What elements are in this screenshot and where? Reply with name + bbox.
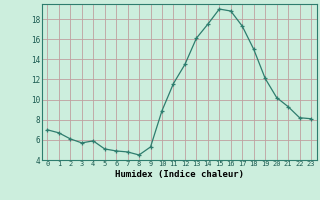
X-axis label: Humidex (Indice chaleur): Humidex (Indice chaleur)	[115, 170, 244, 179]
